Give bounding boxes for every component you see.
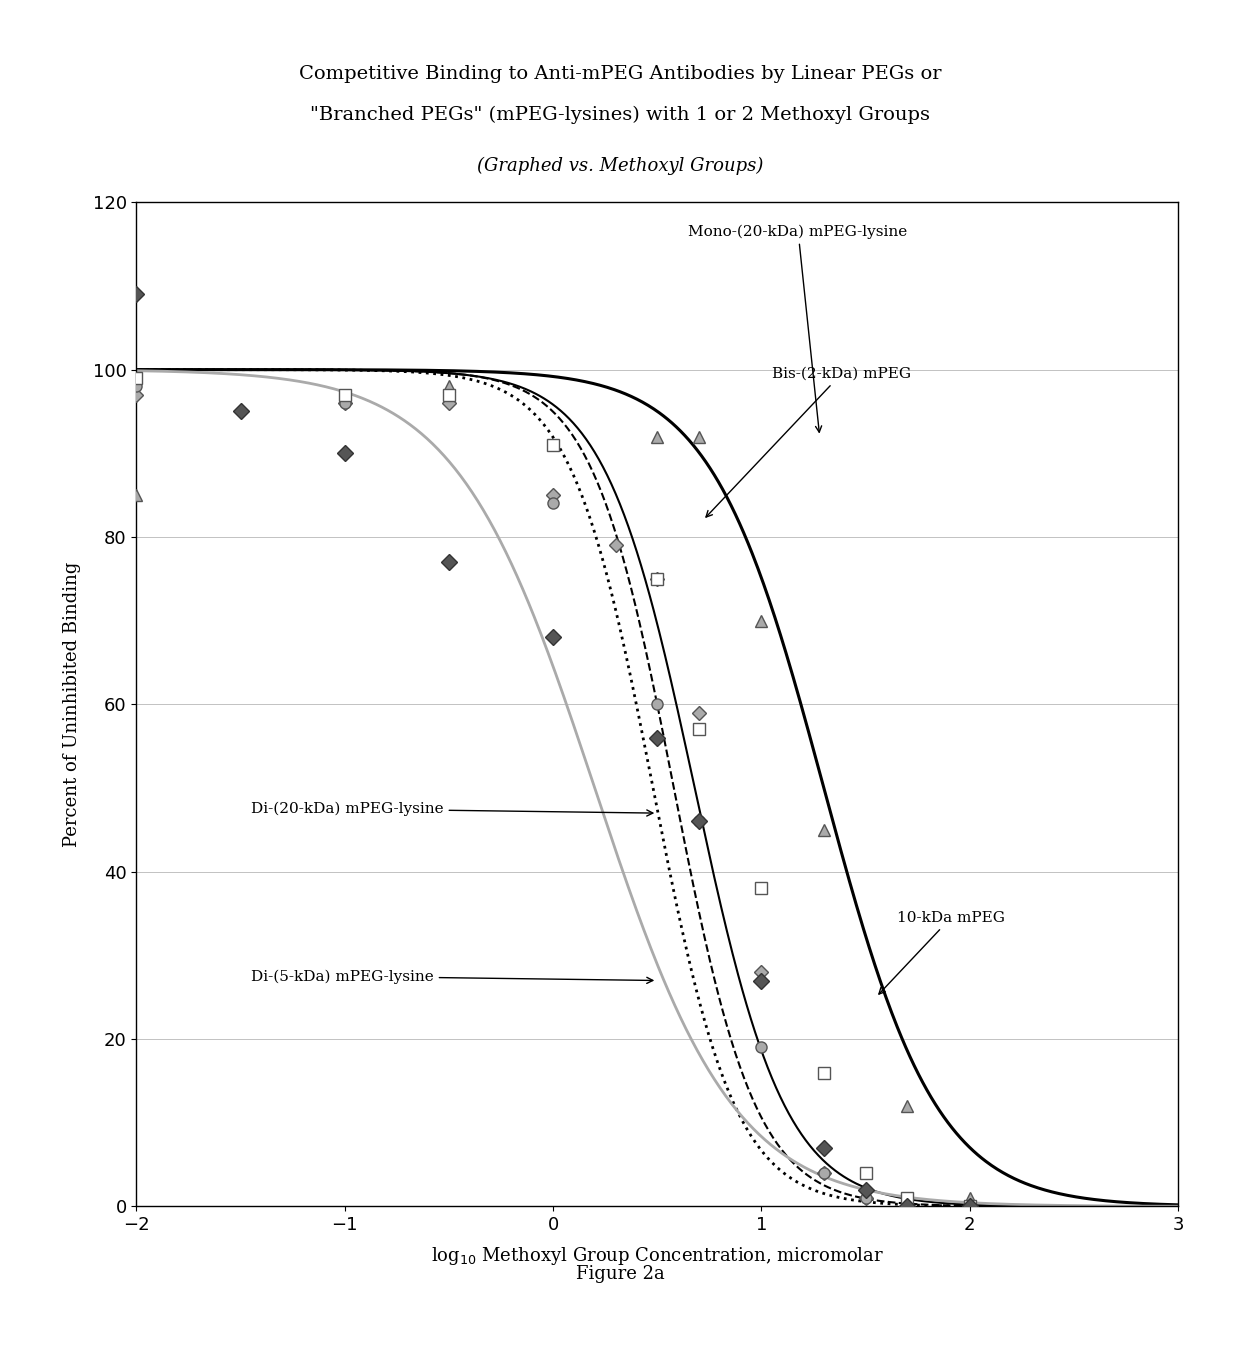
Text: Bis-(2-kDa) mPEG: Bis-(2-kDa) mPEG [706, 367, 911, 518]
Text: "Branched PEGs" (mPEG-lysines) with 1 or 2 Methoxyl Groups: "Branched PEGs" (mPEG-lysines) with 1 or… [310, 105, 930, 124]
Text: Figure 2a: Figure 2a [575, 1264, 665, 1283]
Text: Mono-(20-kDa) mPEG-lysine: Mono-(20-kDa) mPEG-lysine [688, 224, 908, 433]
Text: 10-kDa mPEG: 10-kDa mPEG [879, 911, 1004, 993]
Text: (Graphed vs. Methoxyl Groups): (Graphed vs. Methoxyl Groups) [477, 156, 763, 175]
Text: Di-(20-kDa) mPEG-lysine: Di-(20-kDa) mPEG-lysine [250, 802, 653, 816]
Y-axis label: Percent of Uninhibited Binding: Percent of Uninhibited Binding [63, 562, 82, 847]
Text: Di-(5-kDa) mPEG-lysine: Di-(5-kDa) mPEG-lysine [250, 969, 653, 984]
Text: Competitive Binding to Anti-mPEG Antibodies by Linear PEGs or: Competitive Binding to Anti-mPEG Antibod… [299, 65, 941, 84]
X-axis label: log$_{10}$ Methoxyl Group Concentration, micromolar: log$_{10}$ Methoxyl Group Concentration,… [430, 1246, 884, 1267]
